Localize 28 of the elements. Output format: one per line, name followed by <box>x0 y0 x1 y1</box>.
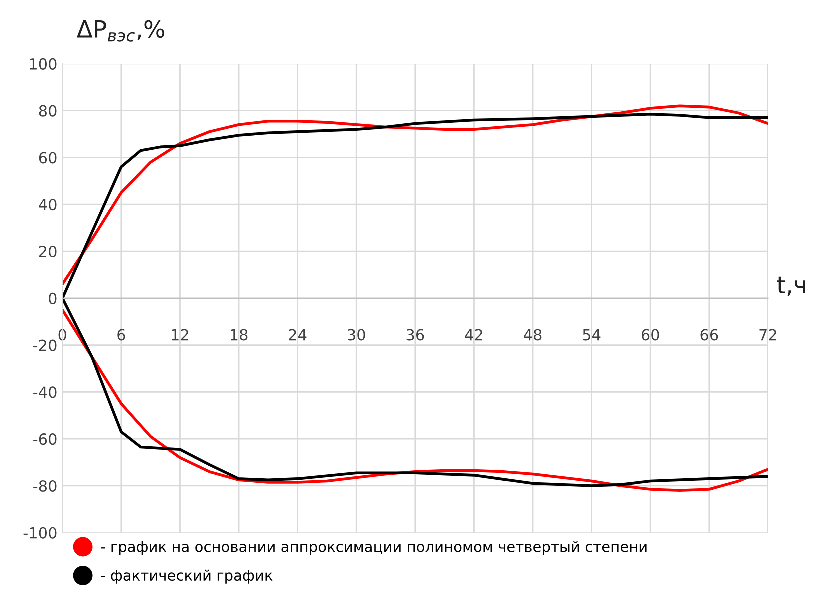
x-tick-label: 54 <box>583 329 601 341</box>
x-tick-label: 42 <box>465 329 482 341</box>
x-tick-label: 60 <box>642 329 660 341</box>
y-tick-label: -60 <box>34 434 57 446</box>
x-axis-title: t,ч <box>777 276 806 296</box>
x-tick-label: 48 <box>524 329 542 341</box>
x-tick-label: 66 <box>700 329 718 341</box>
x-tick-label: 18 <box>230 329 248 341</box>
legend-label: - график на основании аппроксимации полиномом четвертый степени <box>101 541 647 556</box>
y-tick-label: 60 <box>39 152 57 164</box>
x-tick-label: 72 <box>760 329 776 341</box>
y-tick-label: -20 <box>34 340 57 352</box>
x-tick-label: 0 <box>58 329 66 341</box>
x-tick-label: 30 <box>348 329 366 341</box>
x-tick-label: 36 <box>406 329 424 341</box>
y-tick-label: 20 <box>39 246 57 258</box>
y-tick-label: -100 <box>24 527 57 539</box>
y-axis-title: ΔP$_{вэс}$,% <box>76 20 165 42</box>
y-tick-label: -80 <box>34 480 57 492</box>
y-tick-label: 40 <box>39 199 57 211</box>
x-tick-label: 12 <box>172 329 188 341</box>
y-tick-label: -40 <box>34 386 57 398</box>
y-tick-label: 100 <box>30 58 57 70</box>
legend-label: - фактический график <box>101 570 273 584</box>
x-tick-label: 6 <box>118 329 126 341</box>
y-tick-label: 80 <box>39 105 57 117</box>
x-tick-label: 24 <box>289 329 307 341</box>
y-tick-label: 0 <box>49 292 57 304</box>
